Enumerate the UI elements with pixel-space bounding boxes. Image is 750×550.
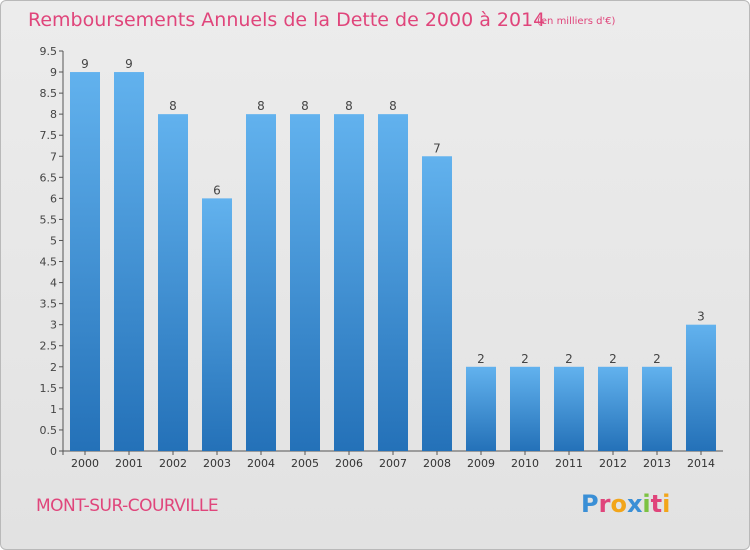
bar xyxy=(598,366,628,451)
y-tick-label: 8 xyxy=(50,108,57,121)
x-tick-label: 2012 xyxy=(599,457,627,470)
bar xyxy=(246,114,276,451)
x-tick-label: 2009 xyxy=(467,457,495,470)
data-labels: 9 9 8 6 8 8 8 8 7 2 2 2 2 2 3 xyxy=(81,57,705,366)
data-label: 8 xyxy=(345,99,353,113)
y-tick-label: 4 xyxy=(50,277,57,290)
data-label: 2 xyxy=(565,352,573,366)
y-tick-label: 5 xyxy=(50,234,57,247)
x-tick-label: 2008 xyxy=(423,457,451,470)
y-tick-label: 3 xyxy=(50,319,57,332)
data-label: 8 xyxy=(257,99,265,113)
data-label: 9 xyxy=(81,57,89,71)
x-tick-label: 2010 xyxy=(511,457,539,470)
bar xyxy=(158,114,188,451)
bar xyxy=(422,156,452,451)
x-tick-label: 2013 xyxy=(643,457,671,470)
data-label: 3 xyxy=(697,310,705,324)
y-tick-label: 1.5 xyxy=(40,382,58,395)
axes: 0 0.5 1 1.5 2 2.5 3 3.5 4 4.5 5 5.5 6 6.5 7 7.5 8 8.5 9 9.5… xyxy=(40,45,723,470)
data-label: 6 xyxy=(213,183,221,197)
y-tick-label: 1 xyxy=(50,403,57,416)
bar xyxy=(378,114,408,451)
y-tick-label: 2 xyxy=(50,361,57,374)
y-tick-label: 7.5 xyxy=(40,129,58,142)
logo-letter: x xyxy=(626,490,643,518)
logo-letter: i xyxy=(662,490,671,518)
data-label: 2 xyxy=(477,352,485,366)
x-tick-label: 2007 xyxy=(379,457,407,470)
x-tick-label: 2003 xyxy=(203,457,231,470)
x-tick-label: 2001 xyxy=(115,457,143,470)
data-label: 2 xyxy=(609,352,617,366)
y-tick-label: 6.5 xyxy=(40,171,58,184)
y-tick-label: 6 xyxy=(50,192,57,205)
data-label: 8 xyxy=(301,99,309,113)
chart-unit: (en milliers d'€) xyxy=(537,16,616,27)
x-tick-label: 2006 xyxy=(335,457,363,470)
x-tick-label: 2014 xyxy=(687,457,715,470)
x-tick-label: 2002 xyxy=(159,457,187,470)
x-tick-label: 2005 xyxy=(291,457,319,470)
city-name: MONT-SUR-COURVILLE xyxy=(36,496,219,516)
data-label: 9 xyxy=(125,57,133,71)
y-tick-label: 2.5 xyxy=(40,340,58,353)
bar xyxy=(114,72,144,451)
data-label: 2 xyxy=(653,352,661,366)
logo-letter: i xyxy=(642,490,651,518)
bar xyxy=(642,366,672,451)
bar xyxy=(334,114,364,451)
y-tick-label: 0 xyxy=(50,445,57,458)
logo-letter: r xyxy=(598,490,611,518)
bar xyxy=(554,366,584,451)
bar xyxy=(202,198,232,451)
y-tick-label: 8.5 xyxy=(40,87,58,100)
x-tick-label: 2000 xyxy=(71,457,99,470)
logo-letter: t xyxy=(650,490,663,518)
y-tick-label: 7 xyxy=(50,150,57,163)
data-label: 8 xyxy=(169,99,177,113)
proxiti-logo[interactable]: Proxiti xyxy=(581,490,670,518)
y-tick-label: 9.5 xyxy=(40,45,58,58)
chart-title: Remboursements Annuels de la Dette de 20… xyxy=(28,9,546,31)
bar xyxy=(510,366,540,451)
y-tick-label: 0.5 xyxy=(40,424,58,437)
y-tick-label: 4.5 xyxy=(40,256,58,269)
y-tick-label: 5.5 xyxy=(40,213,58,226)
bar xyxy=(686,324,716,451)
bar xyxy=(290,114,320,451)
x-tick-label: 2004 xyxy=(247,457,275,470)
bar xyxy=(70,72,100,451)
x-tick-label: 2011 xyxy=(555,457,583,470)
y-tick-label: 9 xyxy=(50,66,57,79)
data-label: 7 xyxy=(433,141,441,155)
y-tick-label: 3.5 xyxy=(40,298,58,311)
logo-letter: P xyxy=(581,490,599,518)
logo-letter: o xyxy=(610,490,627,518)
bars xyxy=(70,72,716,451)
data-label: 2 xyxy=(521,352,529,366)
bar xyxy=(466,366,496,451)
data-label: 8 xyxy=(389,99,397,113)
